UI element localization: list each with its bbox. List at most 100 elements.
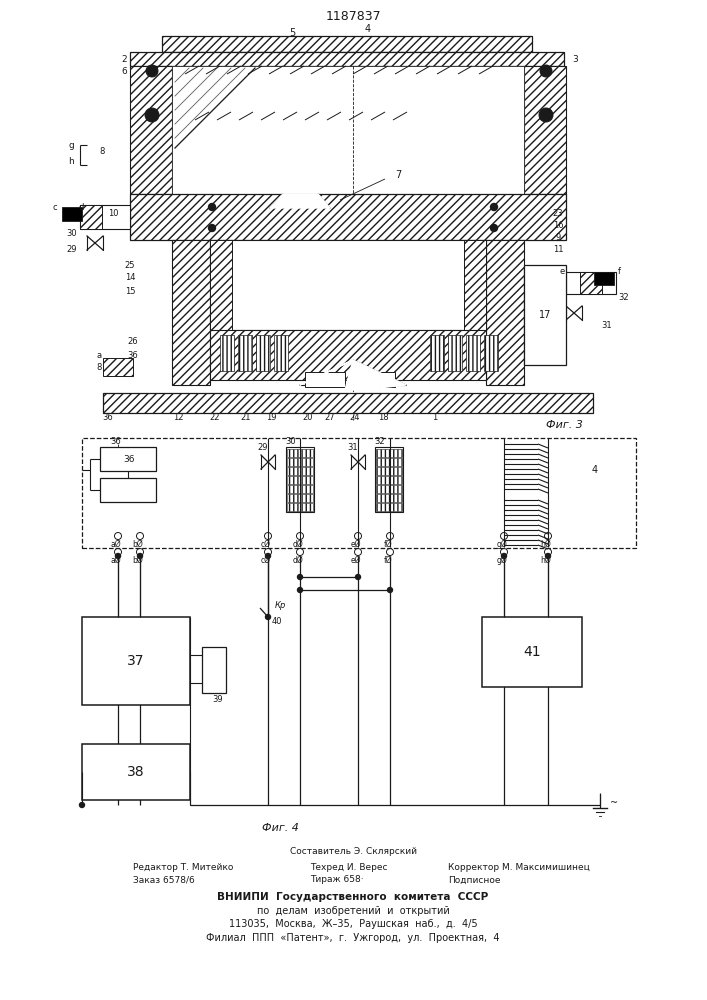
Circle shape bbox=[145, 108, 159, 122]
Text: Подписное: Подписное bbox=[448, 876, 501, 884]
Text: по  делам  изобретений  и  открытий: по делам изобретений и открытий bbox=[257, 906, 450, 916]
Text: gØ: gØ bbox=[496, 555, 508, 565]
Text: 36: 36 bbox=[110, 436, 122, 446]
Text: 14: 14 bbox=[124, 273, 135, 282]
Circle shape bbox=[356, 574, 361, 580]
Text: 10: 10 bbox=[107, 209, 118, 218]
Text: f: f bbox=[617, 267, 621, 276]
Text: 3: 3 bbox=[572, 55, 578, 64]
Polygon shape bbox=[270, 194, 330, 208]
Text: Тираж 658·: Тираж 658· bbox=[310, 876, 363, 884]
Text: 2: 2 bbox=[121, 55, 127, 64]
Text: Корректор М. Максимишинец: Корректор М. Максимишинец bbox=[448, 862, 590, 871]
Circle shape bbox=[149, 68, 155, 74]
Bar bbox=[376, 476, 402, 484]
Circle shape bbox=[137, 554, 143, 558]
Bar bbox=[82, 438, 636, 548]
Text: Фиг. 3: Фиг. 3 bbox=[546, 420, 583, 430]
Text: eØ: eØ bbox=[351, 540, 361, 548]
Circle shape bbox=[115, 554, 120, 558]
Text: cØ: cØ bbox=[261, 556, 271, 564]
Text: 5: 5 bbox=[289, 28, 295, 38]
Circle shape bbox=[298, 587, 303, 592]
Text: 30: 30 bbox=[66, 230, 77, 238]
Bar bbox=[375, 447, 403, 512]
Bar bbox=[376, 467, 402, 475]
Bar bbox=[305, 372, 345, 387]
Text: 36: 36 bbox=[103, 412, 113, 422]
Text: 113035,  Москва,  Ж–35,  Раушская  наб.,  д.  4/5: 113035, Москва, Ж–35, Раушская наб., д. … bbox=[228, 919, 477, 929]
Text: dØ: dØ bbox=[293, 556, 303, 564]
Text: g: g bbox=[69, 140, 74, 149]
Text: e: e bbox=[559, 267, 565, 276]
Text: 36: 36 bbox=[128, 351, 139, 360]
Bar bbox=[82, 617, 190, 705]
Text: 4: 4 bbox=[592, 465, 598, 475]
Bar bbox=[274, 335, 288, 371]
Text: 19: 19 bbox=[266, 412, 276, 422]
Bar bbox=[376, 485, 402, 493]
Circle shape bbox=[501, 554, 506, 558]
Text: Заказ 6578/6: Заказ 6578/6 bbox=[133, 876, 194, 884]
Bar bbox=[80, 205, 102, 229]
Text: a: a bbox=[97, 351, 102, 360]
Circle shape bbox=[387, 587, 392, 592]
Text: aØ: aØ bbox=[111, 540, 122, 548]
Bar bbox=[430, 335, 444, 371]
Text: Редактор Т. Митейко: Редактор Т. Митейко bbox=[133, 862, 233, 871]
Bar bbox=[376, 449, 402, 457]
Text: Фиг. 4: Фиг. 4 bbox=[262, 823, 298, 833]
Bar bbox=[220, 335, 234, 371]
Circle shape bbox=[266, 614, 271, 619]
Text: 11: 11 bbox=[553, 245, 563, 254]
Bar bbox=[210, 330, 486, 380]
Text: 4: 4 bbox=[365, 24, 371, 34]
Text: h: h bbox=[69, 157, 74, 166]
Text: 24: 24 bbox=[350, 412, 361, 422]
Circle shape bbox=[546, 554, 551, 558]
Bar bbox=[355, 372, 395, 387]
Text: bØ: bØ bbox=[133, 540, 144, 548]
Bar bbox=[162, 36, 532, 52]
Bar bbox=[287, 494, 313, 502]
Circle shape bbox=[209, 204, 216, 211]
Bar bbox=[376, 503, 402, 511]
Bar bbox=[82, 744, 190, 800]
Text: hØ: hØ bbox=[541, 556, 551, 564]
Text: 7: 7 bbox=[395, 170, 401, 180]
Bar bbox=[482, 617, 582, 687]
Bar bbox=[464, 240, 486, 330]
Text: 38: 38 bbox=[127, 765, 145, 779]
Bar bbox=[466, 335, 480, 371]
Text: dØ: dØ bbox=[293, 540, 303, 548]
Bar bbox=[130, 52, 564, 66]
Circle shape bbox=[543, 68, 549, 74]
Text: 31: 31 bbox=[348, 442, 358, 452]
Text: 30: 30 bbox=[286, 438, 296, 446]
Text: Составитель Э. Склярский: Составитель Э. Склярский bbox=[289, 846, 416, 856]
Bar bbox=[524, 66, 566, 194]
Text: cØ: cØ bbox=[261, 540, 271, 548]
Text: 32: 32 bbox=[375, 438, 385, 446]
Text: 37: 37 bbox=[127, 654, 145, 668]
Text: 18: 18 bbox=[378, 412, 388, 422]
Polygon shape bbox=[300, 360, 406, 390]
Text: 29: 29 bbox=[66, 245, 77, 254]
Text: 41: 41 bbox=[523, 645, 541, 659]
Bar bbox=[287, 503, 313, 511]
Bar bbox=[256, 335, 270, 371]
Text: 8: 8 bbox=[99, 147, 105, 156]
Bar bbox=[238, 335, 252, 371]
Text: 1: 1 bbox=[433, 412, 438, 422]
Text: 15: 15 bbox=[124, 286, 135, 296]
Circle shape bbox=[539, 108, 553, 122]
Bar bbox=[210, 240, 232, 330]
Text: ~: ~ bbox=[610, 798, 618, 808]
Bar bbox=[580, 272, 602, 294]
Bar bbox=[287, 458, 313, 466]
Bar bbox=[287, 476, 313, 484]
Bar bbox=[103, 358, 133, 376]
Text: Кр: Кр bbox=[275, 601, 286, 610]
Text: 26: 26 bbox=[128, 338, 139, 347]
Bar bbox=[172, 66, 524, 194]
